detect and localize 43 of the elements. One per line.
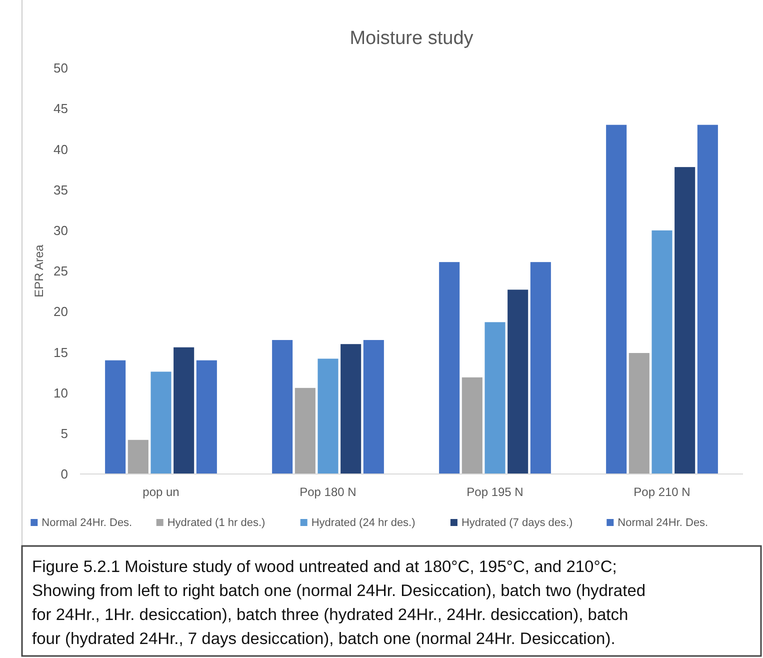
y-tick-label: 0: [60, 466, 68, 482]
y-axis-title: EPR Area: [32, 244, 46, 298]
bar: [508, 290, 528, 474]
y-tick-label: 5: [60, 426, 68, 441]
y-tick-label: 30: [54, 222, 68, 238]
legend-label: Hydrated (7 days des.): [461, 517, 573, 529]
y-tick-label: 50: [54, 60, 68, 76]
legend-label: Normal 24Hr. Des.: [618, 517, 708, 529]
bar: [484, 322, 506, 474]
y-tick-label: 15: [54, 344, 68, 360]
bar: [196, 360, 217, 474]
x-tick-label: Pop 195 N: [466, 485, 524, 499]
bar: [340, 344, 362, 474]
bar: [652, 230, 672, 474]
bar: [272, 340, 293, 474]
legend-label: Hydrated (24 hr des.): [311, 517, 416, 529]
bar: [697, 124, 718, 474]
bar: [363, 340, 384, 474]
bar: [439, 262, 460, 474]
x-tick-label: Pop 210 N: [634, 485, 690, 499]
chart-title: Moisture study: [350, 28, 474, 49]
caption: Figure 5.2.1 Moisture study of wood untreated and at 180°C, 195°C, and 210°C; Showing from left to right batch one (normal 24Hr. Desiccation), batch two (hydrated for 24Hr., 1Hr. desiccation), batch three (hydrated 24Hr., 24Hr. desiccation), batch four (hydrated 24Hr., 7 days desiccation), batch one (normal 24Hr. Desiccation).: [32, 558, 646, 648]
bar: [462, 377, 482, 474]
bar: [674, 167, 696, 474]
bar: [294, 388, 316, 474]
x-tick-label: pop un: [142, 485, 180, 499]
y-tick-label: 45: [54, 101, 68, 116]
x-tick-label: Pop 180 N: [300, 485, 356, 499]
bar: [150, 372, 172, 474]
y-tick-label: 10: [54, 385, 68, 400]
legend-label: Hydrated (1 hr des.): [167, 517, 266, 529]
y-tick-label: 35: [54, 182, 68, 198]
y-tick-label: 20: [54, 304, 68, 320]
bar: [105, 360, 126, 474]
y-tick-label: 25: [54, 264, 68, 279]
bar: [174, 347, 194, 474]
bar: [128, 440, 148, 474]
bar: [318, 358, 338, 474]
bar: [606, 124, 627, 474]
y-tick-label: 40: [54, 142, 68, 157]
bar: [628, 353, 650, 474]
bar: [530, 262, 551, 474]
legend-label: Normal 24Hr. Des.: [42, 517, 132, 529]
